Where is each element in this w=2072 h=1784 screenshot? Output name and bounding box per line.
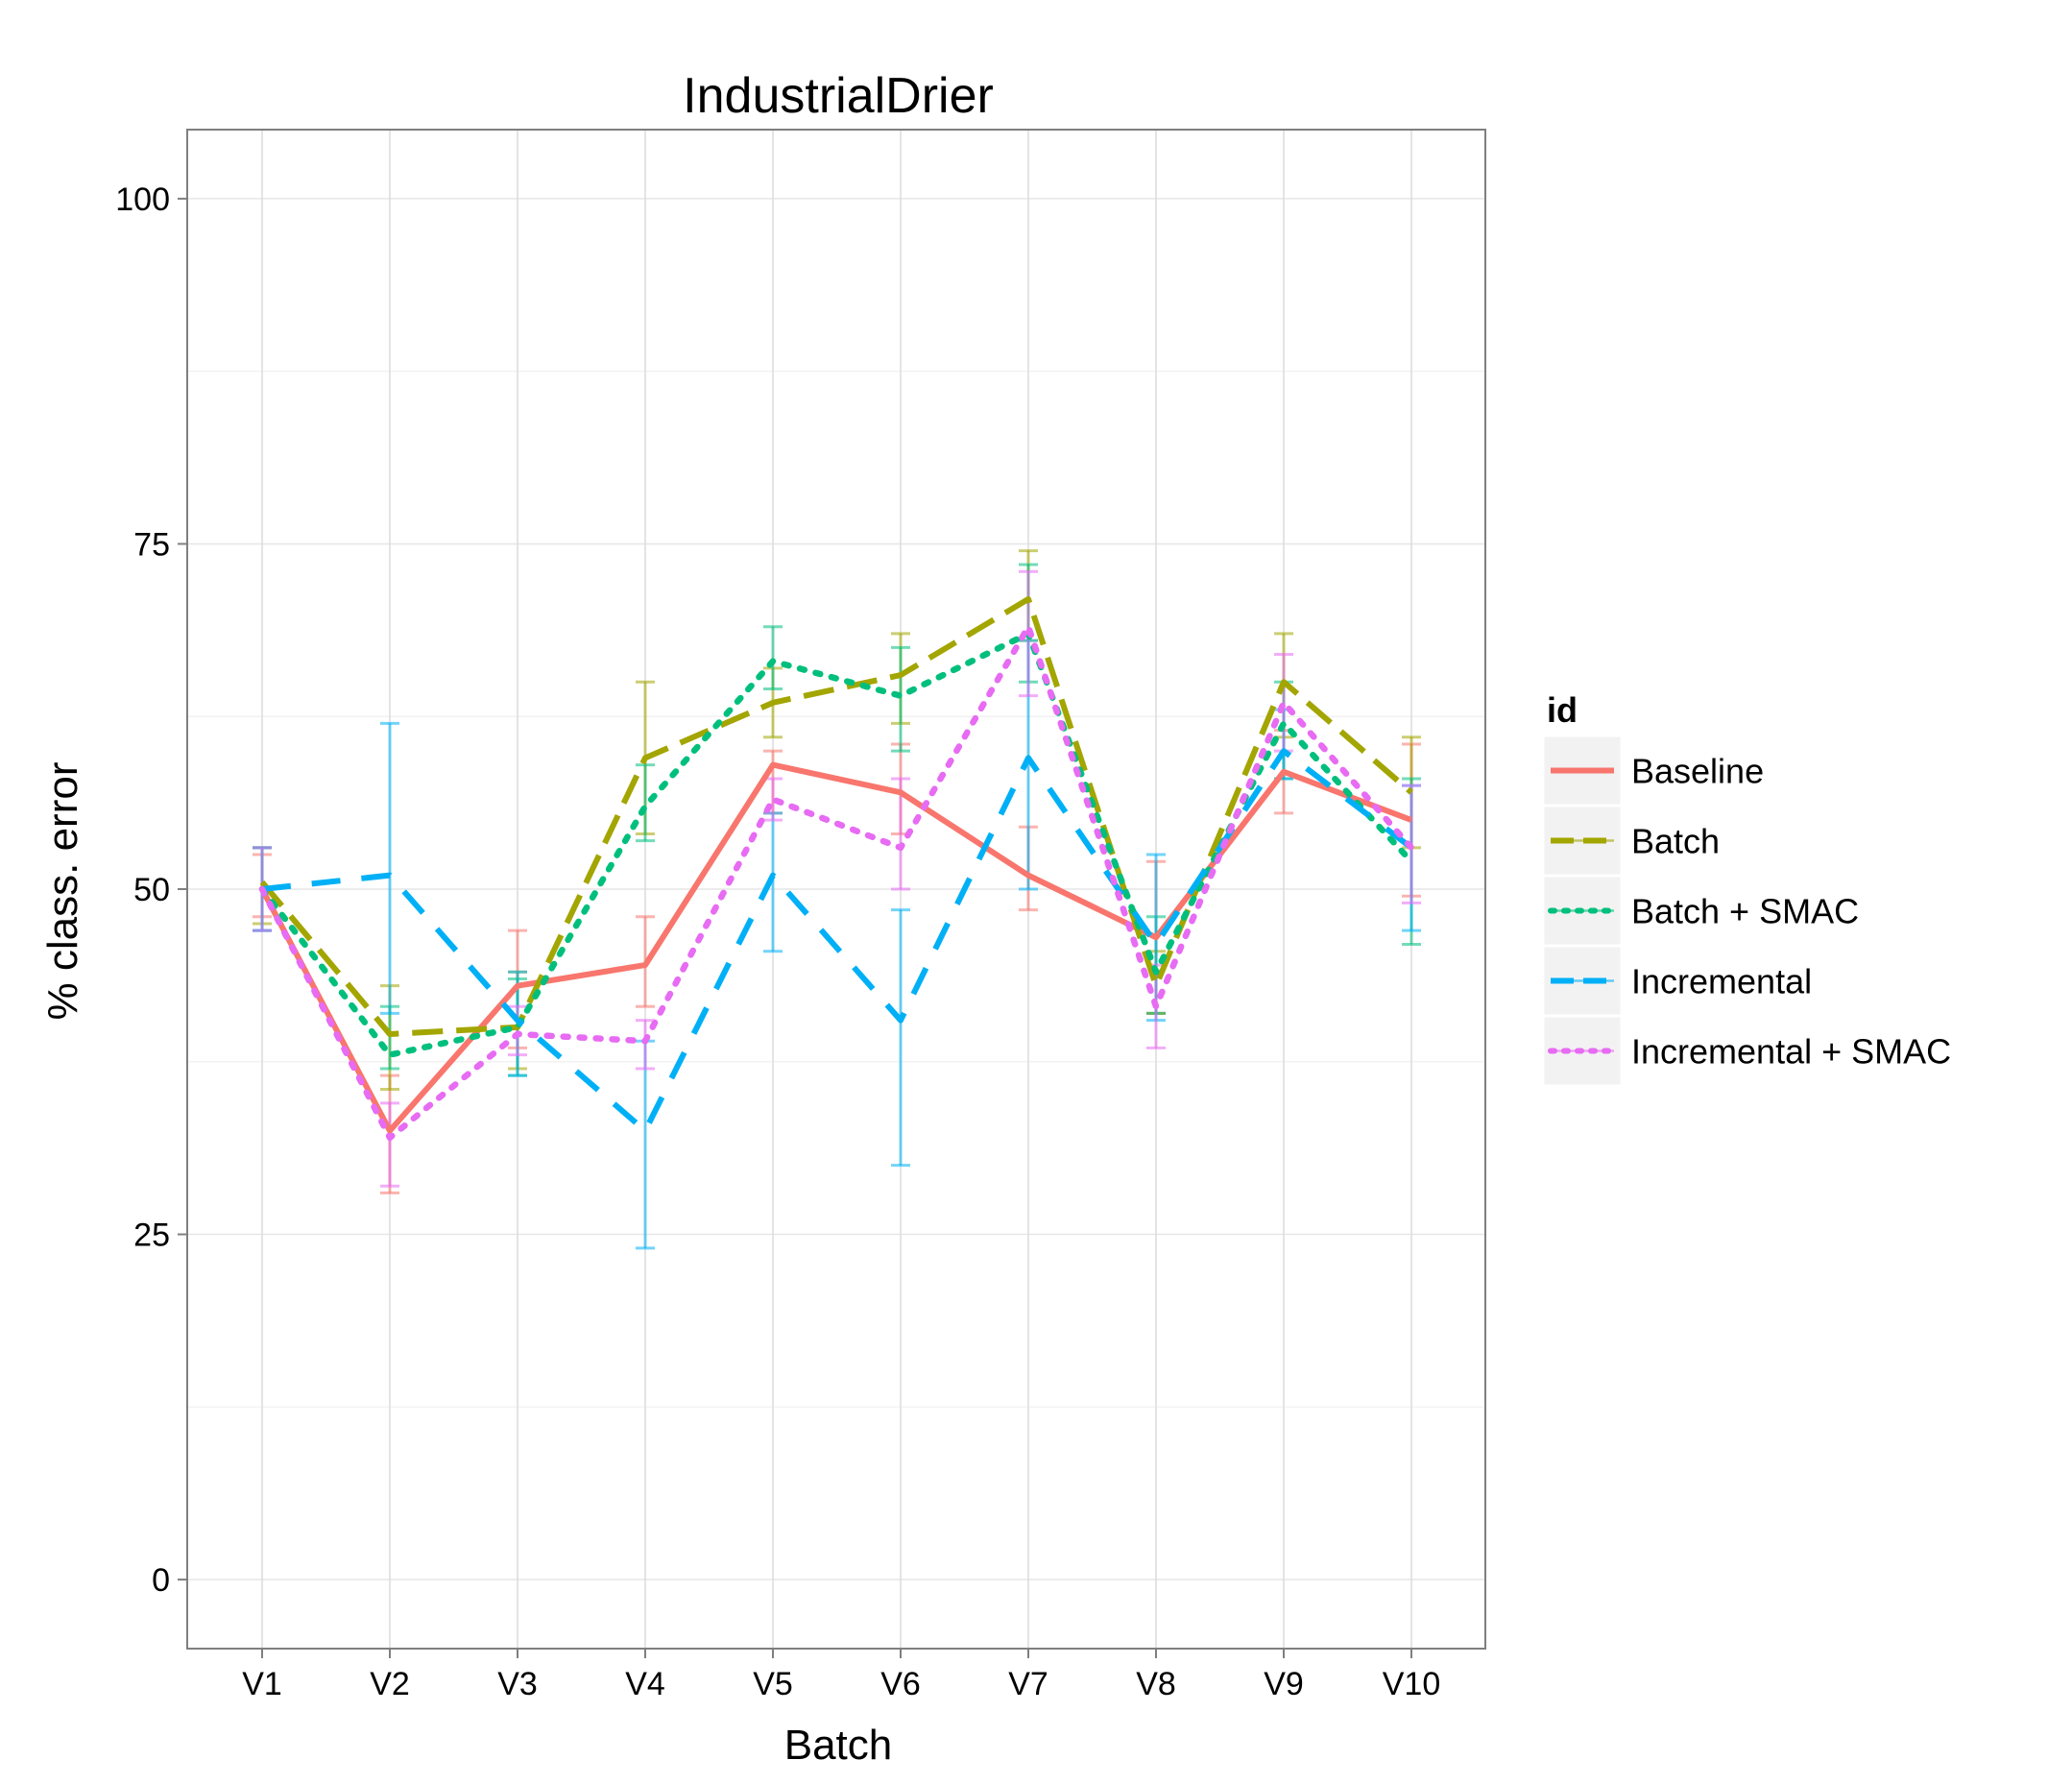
x-tick-label: V7 [1008, 1666, 1048, 1702]
legend-item: Baseline [1541, 734, 1764, 808]
x-tick-label: V6 [880, 1666, 921, 1702]
y-tick-label: 25 [133, 1217, 170, 1254]
legend-label: Incremental [1631, 962, 1812, 1001]
legend-label: Batch + SMAC [1631, 892, 1859, 931]
legend: id Baseline Batch Batch + SMAC Incremental I… [1541, 690, 1951, 1088]
y-tick-label: 0 [152, 1562, 170, 1599]
x-tick-label: V8 [1136, 1666, 1176, 1702]
y-tick-label: 75 [133, 526, 170, 563]
x-tick-label: V3 [497, 1666, 538, 1702]
x-tick-label: V1 [242, 1666, 282, 1702]
x-tick-label: V10 [1383, 1666, 1441, 1702]
legend-item: Incremental + SMAC [1541, 1014, 1951, 1088]
series-line-incremental [261, 748, 1413, 1134]
x-axis: V1 V2 V3 V4 V5 V6 V7 V8 V9 V10 [242, 1649, 1440, 1702]
legend-label: Baseline [1631, 752, 1764, 791]
legend-item: Batch + SMAC [1541, 874, 1859, 948]
x-tick-label: V5 [753, 1666, 793, 1702]
error-bars-incremental-smac [253, 569, 1421, 1188]
x-axis-title: Batch [784, 1722, 893, 1769]
legend-item: Incremental [1541, 944, 1812, 1018]
chart-title: IndustrialDrier [683, 68, 994, 124]
legend-label: Incremental + SMAC [1631, 1032, 1951, 1072]
series-line-incremental-smac [258, 623, 1415, 1142]
x-tick-label: V2 [370, 1666, 410, 1702]
y-tick-label: 100 [115, 181, 170, 218]
y-axis: 0 25 50 75 100 [115, 181, 187, 1599]
series-line-batch [259, 595, 1413, 1038]
x-tick-label: V4 [625, 1666, 665, 1702]
x-tick-label: V9 [1264, 1666, 1304, 1702]
legend-item: Batch [1541, 804, 1720, 878]
legend-label: Batch [1631, 822, 1720, 861]
y-tick-label: 50 [133, 872, 170, 908]
plot-area [186, 129, 1486, 1650]
legend-title: id [1547, 690, 1578, 730]
y-axis-title: % class. error [39, 762, 86, 1021]
